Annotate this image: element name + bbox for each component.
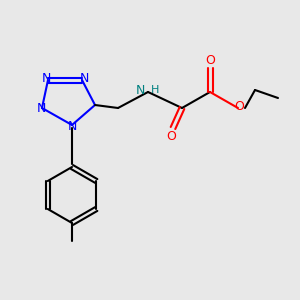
Text: O: O bbox=[234, 100, 244, 113]
Text: N: N bbox=[41, 73, 51, 85]
Text: O: O bbox=[205, 53, 215, 67]
Text: N: N bbox=[79, 73, 89, 85]
Text: H: H bbox=[151, 85, 159, 95]
Text: O: O bbox=[166, 130, 176, 142]
Text: N: N bbox=[67, 119, 77, 133]
Text: N: N bbox=[36, 101, 46, 115]
Text: N: N bbox=[136, 83, 145, 97]
